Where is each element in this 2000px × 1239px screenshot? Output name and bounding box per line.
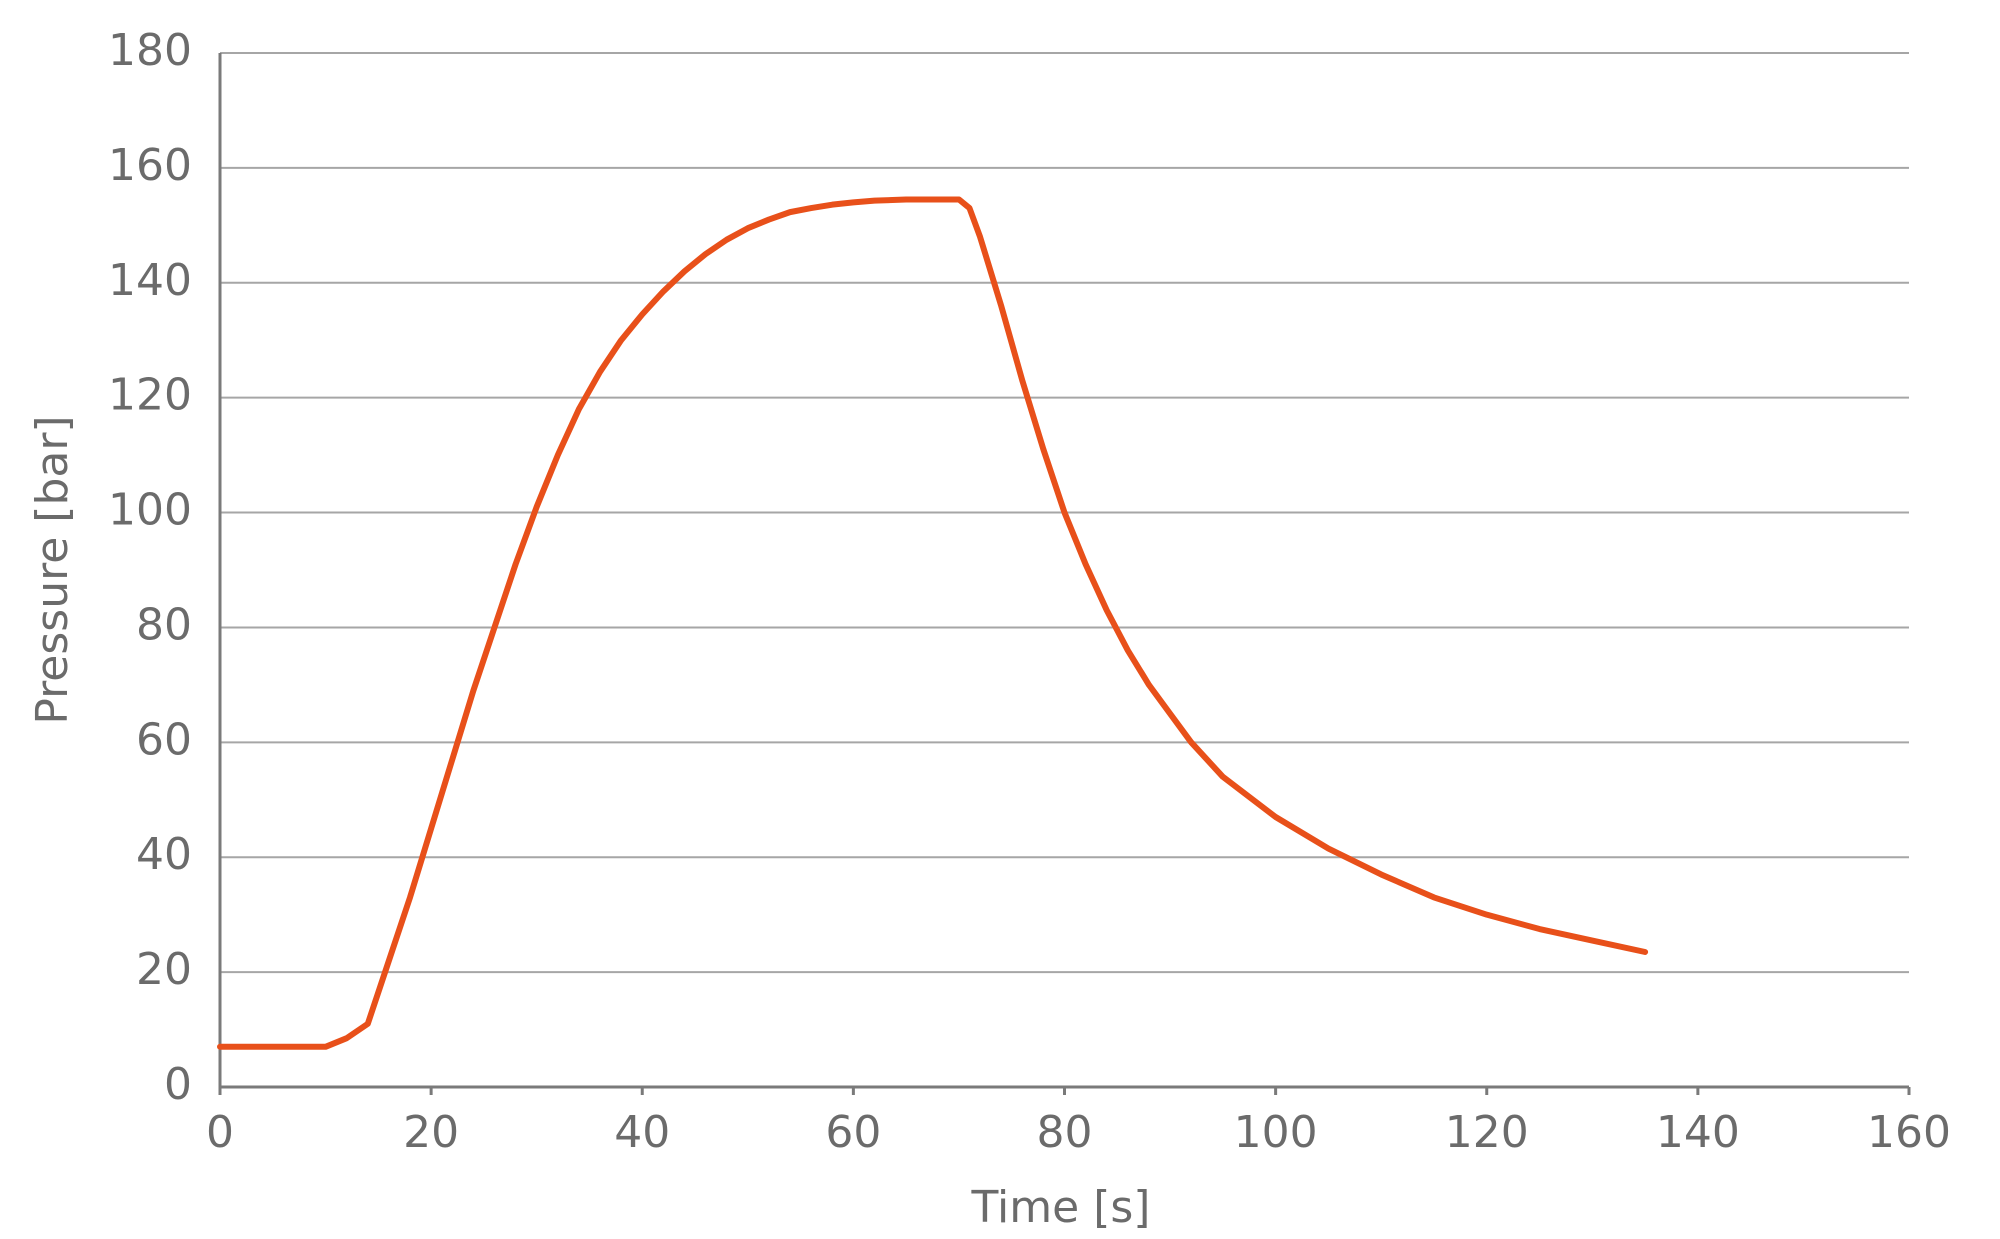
y-tick-label: 180	[108, 25, 192, 76]
y-tick-label: 0	[164, 1059, 192, 1110]
x-tick-label: 60	[825, 1107, 881, 1158]
y-tick-label: 80	[136, 599, 192, 650]
y-tick-label: 120	[108, 370, 192, 421]
x-tick-label: 140	[1656, 1107, 1740, 1158]
x-tick-label: 100	[1234, 1107, 1318, 1158]
x-tick-label: 40	[614, 1107, 670, 1158]
y-tick-label: 100	[108, 485, 192, 536]
x-tick-label: 160	[1867, 1107, 1951, 1158]
y-tick-label: 160	[108, 140, 192, 191]
y-tick-label: 60	[136, 714, 192, 765]
y-tick-label: 20	[136, 944, 192, 995]
y-tick-label: 40	[136, 829, 192, 880]
y-axis-label: Pressure [bar]	[27, 415, 78, 724]
y-tick-label: 140	[108, 255, 192, 306]
data-line	[217, 196, 1649, 1050]
x-tick-label: 20	[403, 1107, 459, 1158]
x-tick-label: 120	[1445, 1107, 1529, 1158]
x-tick-label: 0	[206, 1107, 234, 1158]
x-axis-label: Time [s]	[971, 1182, 1151, 1233]
x-tick-label: 80	[1037, 1107, 1093, 1158]
